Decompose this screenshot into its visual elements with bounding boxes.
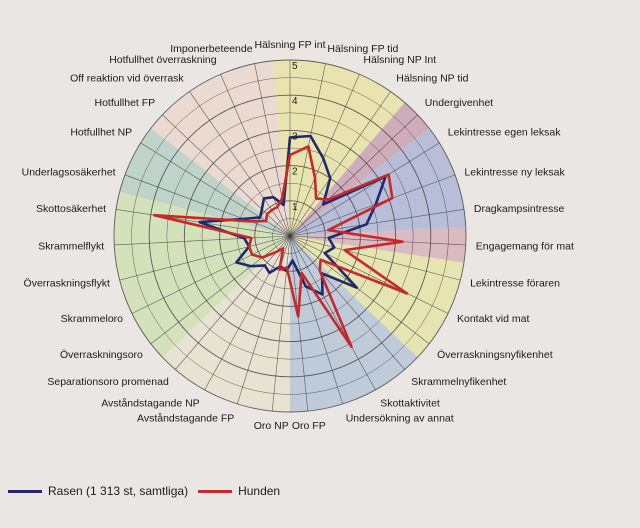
- spoke-25: [124, 174, 291, 237]
- legend-item-hunden: Hunden: [198, 484, 280, 498]
- spoke-20: [150, 235, 291, 344]
- category-label-18: Avståndstagande NP: [101, 398, 199, 410]
- spoke-2: [289, 74, 360, 237]
- spoke-23: [114, 235, 291, 246]
- spoke-1: [289, 63, 326, 237]
- category-label-21: Skrammeloro: [61, 313, 124, 325]
- spoke-8: [289, 235, 466, 246]
- category-label-0: Hälsning FP int: [254, 39, 325, 51]
- tick-label-3: 3: [292, 131, 298, 142]
- spoke-12: [289, 235, 405, 370]
- sector-0: [272, 60, 405, 236]
- spoke-30: [254, 63, 291, 237]
- sector-2: [290, 128, 466, 236]
- category-label-17: Avståndstagande FP: [137, 413, 234, 425]
- tick-label-2: 2: [292, 167, 298, 178]
- legend-label-hunden: Hunden: [238, 484, 281, 498]
- category-label-20: Överraskningsoro: [60, 349, 143, 361]
- spoke-27: [162, 114, 291, 237]
- legend-label-rasen: Rasen (1 313 st, samtliga): [48, 484, 189, 498]
- category-label-19: Separationsoro promenad: [47, 376, 169, 388]
- category-label-16: Oro NP: [254, 420, 289, 432]
- spoke-14: [289, 235, 343, 405]
- spoke-7: [289, 209, 465, 237]
- legend: Rasen (1 313 st, samtliga) Hunden: [8, 484, 280, 498]
- spoke-13: [289, 235, 376, 391]
- spoke-3: [289, 91, 391, 237]
- spoke-21: [131, 235, 291, 314]
- sector-8: [119, 128, 290, 236]
- spoke-16: [271, 235, 291, 412]
- spoke-10: [289, 235, 449, 314]
- category-label-14: Undersökning av annat: [346, 413, 454, 425]
- sector-6: [162, 236, 290, 412]
- category-label-4: Undergivenhet: [425, 97, 493, 109]
- category-label-23: Skrammelflykt: [38, 240, 104, 252]
- series-line-hunden: [153, 145, 409, 349]
- category-label-1: Hälsning FP tid: [327, 43, 398, 55]
- category-label-29: Hotfullhet överraskning: [109, 54, 217, 66]
- category-label-7: Dragkampsintresse: [474, 203, 565, 215]
- legend-swatch-hunden: [198, 489, 233, 493]
- spoke-11: [289, 235, 430, 344]
- spoke-18: [204, 235, 291, 391]
- spoke-15: [289, 235, 309, 412]
- category-label-11: Överraskningsnyfikenhet: [437, 349, 553, 361]
- tick-label-1: 1: [292, 202, 298, 213]
- category-label-5: Lekintresse egen leksak: [448, 127, 561, 139]
- legend-swatch-rasen: [8, 489, 42, 493]
- category-label-26: Hotfullhet NP: [70, 127, 132, 139]
- category-label-13: Skottaktivitet: [380, 398, 440, 410]
- spoke-4: [289, 114, 418, 237]
- category-label-27: Hotfullhet FP: [94, 97, 155, 109]
- category-label-10: Kontakt vid mat: [457, 313, 529, 325]
- category-label-15: Oro FP: [292, 420, 326, 432]
- category-label-6: Lekintresse ny leksak: [464, 166, 565, 178]
- spoke-5: [289, 142, 440, 237]
- category-label-12: Skrammelnyfikenhet: [411, 376, 506, 388]
- legend-item-rasen: Rasen (1 313 st, samtliga): [8, 484, 188, 498]
- tick-label-4: 4: [292, 96, 298, 107]
- sector-9: [150, 60, 290, 236]
- spoke-19: [175, 235, 291, 370]
- category-label-9: Lekintresse föraren: [470, 278, 560, 290]
- spoke-29: [220, 74, 291, 237]
- category-label-25: Underlagsosäkerhet: [22, 166, 116, 178]
- category-label-3: Hälsning NP tid: [396, 72, 468, 84]
- category-label-8: Engagemang för mat: [476, 240, 574, 252]
- spoke-6: [289, 174, 456, 237]
- spoke-9: [289, 235, 461, 281]
- category-label-22: Överraskningsflykt: [24, 278, 110, 290]
- category-label-30: Imponerbeteende: [170, 43, 252, 55]
- category-label-2: Hälsning NP Int: [363, 54, 436, 66]
- series-line-rasen: [198, 134, 387, 296]
- spoke-22: [119, 235, 291, 281]
- sector-7: [114, 191, 290, 358]
- category-label-24: Skottosäkerhet: [36, 203, 106, 215]
- category-label-28: Off reaktion vid överrask: [70, 72, 184, 84]
- tick-label-5: 5: [292, 61, 298, 72]
- spoke-28: [189, 91, 291, 237]
